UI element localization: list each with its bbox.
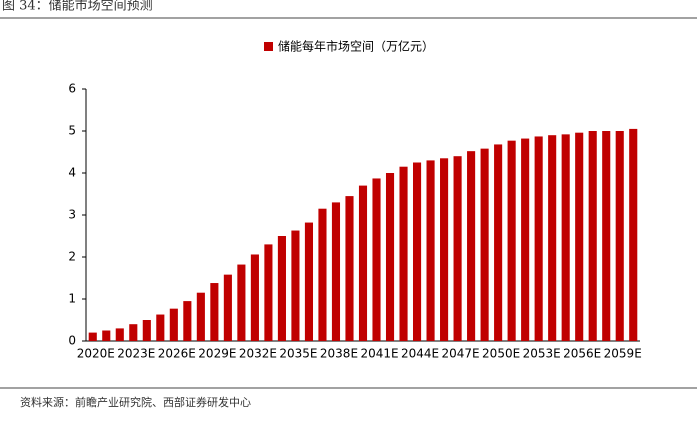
bar (467, 151, 476, 341)
bar (399, 166, 408, 341)
bar (588, 131, 597, 341)
x-tick-label: 2041E (360, 347, 398, 361)
legend-swatch (264, 42, 273, 51)
bar (507, 140, 516, 341)
bar (629, 128, 638, 341)
bar (291, 230, 300, 341)
bar (102, 330, 111, 341)
source-note: 资料来源：前瞻产业研究院、西部证券研发中心 (20, 395, 251, 409)
bar (345, 196, 354, 341)
bar (521, 138, 530, 341)
bar (169, 308, 178, 341)
bar (196, 292, 205, 341)
bar (534, 136, 543, 341)
bar (223, 274, 232, 341)
bar (250, 254, 259, 341)
bar (88, 332, 97, 341)
bar (183, 301, 192, 341)
x-tick-label: 2059E (604, 347, 642, 361)
x-tick-label: 2026E (158, 347, 196, 361)
bar (210, 283, 219, 341)
bar (237, 264, 246, 341)
bar (548, 135, 557, 341)
x-tick-label: 2029E (198, 347, 236, 361)
bar (277, 236, 286, 341)
bar (440, 158, 449, 341)
bar (426, 160, 435, 341)
bar (358, 185, 368, 341)
y-tick-label: 0 (68, 334, 76, 348)
bar (385, 173, 395, 341)
bar (304, 222, 314, 341)
bar (264, 244, 273, 341)
x-tick-label: 2050E (482, 347, 520, 361)
bar (494, 144, 503, 341)
bar (372, 178, 381, 341)
bar (129, 324, 138, 341)
bar (602, 131, 611, 341)
bar (331, 202, 341, 341)
y-tick-label: 6 (68, 82, 76, 96)
bar (142, 320, 151, 341)
x-tick-label: 2053E (523, 347, 561, 361)
bar (412, 162, 422, 341)
bar (156, 314, 165, 341)
bar (115, 328, 124, 341)
bar (615, 131, 624, 341)
x-tick-label: 2032E (239, 347, 277, 361)
bar (318, 208, 327, 341)
legend-label: 储能每年市场空间（万亿元） (278, 39, 434, 54)
y-tick-label: 2 (68, 250, 76, 264)
x-tick-label: 2023E (117, 347, 155, 361)
x-tick-label: 2035E (279, 347, 317, 361)
y-tick-label: 1 (68, 292, 76, 306)
x-tick-label: 2044E (401, 347, 439, 361)
x-tick-label: 2020E (77, 347, 115, 361)
x-tick-label: 2056E (563, 347, 601, 361)
y-tick-label: 5 (68, 124, 76, 138)
x-tick-label: 2047E (442, 347, 480, 361)
bar (575, 132, 584, 341)
y-tick-label: 4 (68, 166, 76, 180)
y-tick-label: 3 (68, 208, 76, 222)
bar (561, 134, 570, 341)
page-title: 图 34：储能市场空间预测 (2, 0, 153, 14)
x-tick-label: 2038E (320, 347, 358, 361)
bar (453, 156, 462, 341)
bar (480, 148, 489, 341)
